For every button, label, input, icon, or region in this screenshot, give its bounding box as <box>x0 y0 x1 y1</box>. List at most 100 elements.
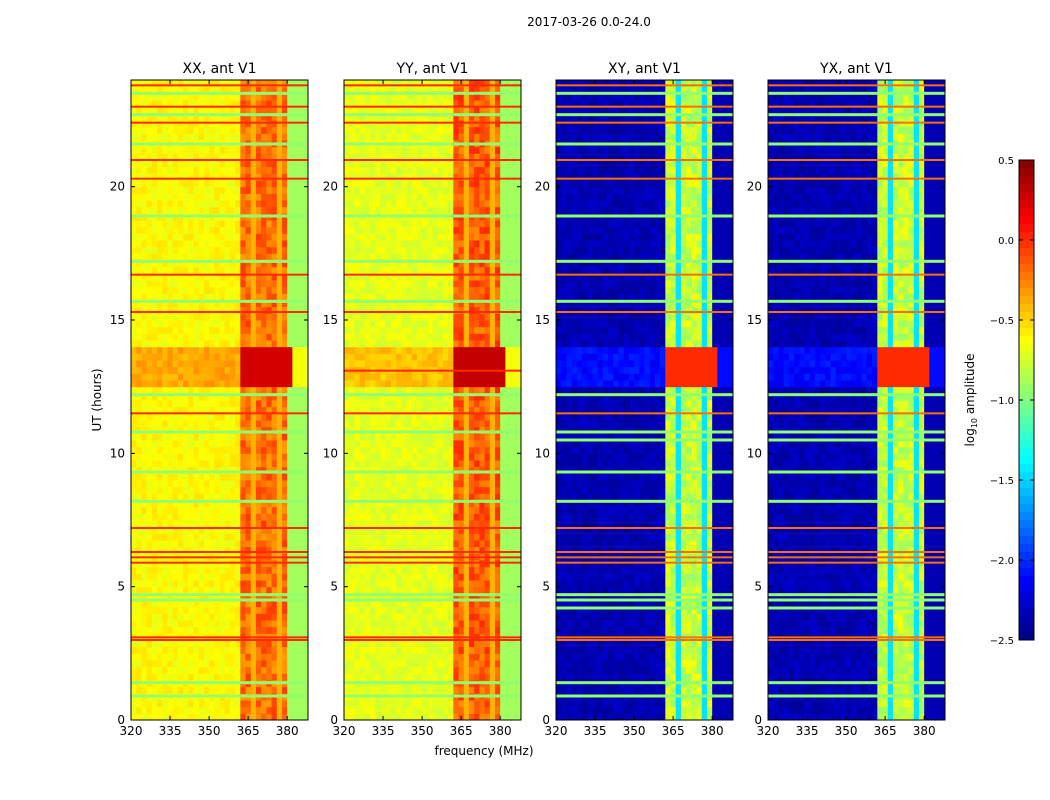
heatmap-cell <box>172 186 179 194</box>
heatmap-cell <box>500 526 506 534</box>
heatmap-cell <box>510 393 517 401</box>
heatmap-cell <box>203 340 210 348</box>
heatmap-cell <box>261 480 267 488</box>
heatmap-cell <box>416 400 423 408</box>
heatmap-cell <box>209 600 215 608</box>
heatmap-cell <box>136 426 142 434</box>
heatmap-cell <box>193 413 200 421</box>
heatmap-cell <box>344 400 350 408</box>
heatmap-cell <box>214 393 220 401</box>
heatmap-cell <box>364 493 371 501</box>
heatmap-cell <box>401 453 407 461</box>
heatmap-cell <box>183 486 189 494</box>
heatmap-cell <box>177 366 184 374</box>
heatmap-cell <box>162 126 168 134</box>
heatmap-cell <box>240 660 247 668</box>
heatmap-cell <box>510 420 517 428</box>
heatmap-cell <box>515 453 522 461</box>
heatmap-cell <box>255 246 262 254</box>
heatmap-cell <box>240 253 247 261</box>
heatmap-cell <box>370 593 376 601</box>
heatmap-cell <box>203 666 210 674</box>
heatmap-cell <box>229 93 236 101</box>
heatmap-cell <box>344 406 350 414</box>
heatmap-cell <box>151 453 158 461</box>
heatmap-cell <box>198 353 205 361</box>
low-flag-row <box>131 259 308 263</box>
heatmap-cell <box>354 646 361 654</box>
heatmap-cell <box>406 573 413 581</box>
heatmap-cell <box>489 626 496 634</box>
heatmap-cell <box>157 173 163 181</box>
heatmap-cell <box>157 606 163 614</box>
heatmap-cell <box>240 80 247 88</box>
heatmap-cell <box>276 180 283 188</box>
heatmap-cell <box>453 660 460 668</box>
heatmap-cell <box>183 646 189 654</box>
heatmap-cell <box>297 286 304 294</box>
heatmap-cell <box>183 180 189 188</box>
heatmap-cell <box>344 660 350 668</box>
heatmap-cell <box>500 706 506 714</box>
heatmap-cell <box>229 226 236 234</box>
heatmap-cell <box>235 200 241 208</box>
heatmap-cell <box>354 580 361 588</box>
heatmap-cell <box>349 413 355 421</box>
heatmap-cell <box>193 300 200 308</box>
heatmap-cell <box>219 280 226 288</box>
heatmap-cell <box>463 433 470 441</box>
heatmap-cell <box>177 166 184 174</box>
heatmap-cell <box>453 666 460 674</box>
heatmap-cell <box>172 306 179 314</box>
heatmap-cell <box>209 333 215 341</box>
heatmap-cell <box>292 300 299 308</box>
heatmap-cell <box>302 133 309 141</box>
heatmap-cell <box>266 686 273 694</box>
heatmap-cell <box>344 586 350 594</box>
heatmap-cell <box>432 426 439 434</box>
heatmap-cell <box>458 613 465 621</box>
heatmap-cell <box>136 440 142 448</box>
y-tick-label: 20 <box>110 180 125 194</box>
heatmap-cell <box>131 606 137 614</box>
heatmap-cell <box>281 266 288 274</box>
heatmap-cell <box>281 160 288 168</box>
heatmap-cell <box>214 180 220 188</box>
heatmap-cell <box>302 713 309 721</box>
heatmap-cell <box>349 393 355 401</box>
heatmap-cell <box>151 180 158 188</box>
heatmap-cell <box>162 546 168 554</box>
heatmap-cell <box>427 446 433 454</box>
heatmap-cell <box>287 453 293 461</box>
heatmap-cell <box>266 500 273 508</box>
heatmap-cell <box>390 426 397 434</box>
heatmap-cell <box>484 606 491 614</box>
heatmap-cell <box>271 133 278 141</box>
heatmap-cell <box>261 360 267 368</box>
heatmap-cell <box>494 513 501 521</box>
heatmap-cell <box>193 426 200 434</box>
heatmap-cell <box>224 373 231 381</box>
figure-suptitle: 2017-03-26 0.0-24.0 <box>527 15 651 29</box>
heatmap-cell <box>297 506 304 514</box>
heatmap-cell <box>146 186 153 194</box>
heatmap-cell <box>151 533 158 541</box>
heatmap-cell <box>214 380 220 388</box>
heatmap-cell <box>177 186 184 194</box>
heatmap-cell <box>380 566 387 574</box>
heatmap-cell <box>209 640 215 648</box>
heatmap-cell <box>266 86 273 94</box>
heatmap-cell <box>183 453 189 461</box>
heatmap-cell <box>292 220 299 228</box>
heatmap-cell <box>203 433 210 441</box>
heatmap-cell <box>364 433 371 441</box>
heatmap-cell <box>287 653 293 661</box>
heatmap-cell <box>198 700 205 708</box>
heatmap-cell <box>266 386 273 394</box>
heatmap-cell <box>494 586 501 594</box>
heatmap-cell <box>146 473 153 481</box>
heatmap-cell <box>141 240 148 248</box>
heatmap-cell <box>375 700 381 708</box>
heatmap-cell <box>203 106 210 114</box>
heatmap-cell <box>250 180 257 188</box>
